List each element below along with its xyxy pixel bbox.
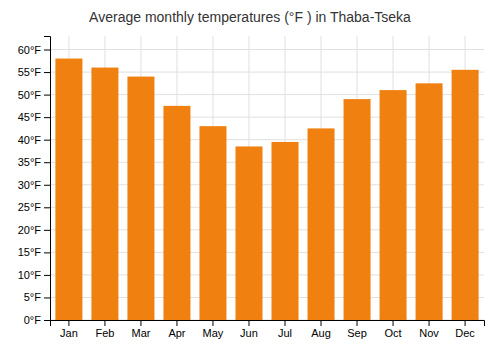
chart-container: Average monthly temperatures (°F ) in Th… (0, 0, 500, 350)
y-tick: 20°F (18, 224, 50, 236)
y-tick-mark (44, 50, 50, 51)
x-tick-label: Sep (347, 327, 367, 339)
bar (344, 99, 371, 320)
y-tick-label: 50°F (18, 89, 42, 101)
title: Average monthly temperatures (°F ) in Th… (89, 9, 411, 25)
y-tick: 60°F (18, 44, 50, 56)
x-tick-mark (104, 320, 105, 326)
plot: Jan Feb Mar Apr May Jun Jul Aug Sep Oct Nov Dec 0°F 5… (18, 36, 485, 339)
x-tick-mark (429, 320, 430, 326)
x-axis-line (51, 321, 485, 327)
x-tick: Mar (131, 320, 150, 339)
y-tick-mark (44, 162, 50, 163)
x-tick: Sep (347, 320, 367, 339)
y-tick: 40°F (18, 134, 50, 146)
x-tick: Apr (168, 320, 185, 339)
x-tick-mark (285, 320, 286, 326)
bar (163, 106, 190, 320)
y-tick-mark (44, 320, 50, 321)
bar (235, 146, 262, 320)
y-axis: 0°F 5°F 10°F 15°F 20°F 25°F 30°F 35°F 40°F 45°F 50… (18, 37, 51, 327)
x-tick-label: Dec (455, 327, 475, 339)
y-tick-label: 5°F (24, 291, 42, 303)
y-tick-label: 25°F (18, 201, 42, 213)
y-tick-mark (44, 275, 50, 276)
bars (55, 59, 478, 320)
y-tick-mark (44, 72, 50, 73)
y-tick: 55°F (18, 66, 50, 78)
y-tick: 30°F (18, 179, 50, 191)
x-tick-mark (176, 320, 177, 326)
x-tick: Nov (419, 320, 439, 339)
y-tick-mark (44, 95, 50, 96)
grid-line-y (50, 49, 484, 50)
y-tick-label: 0°F (24, 314, 42, 326)
x-tick-mark (393, 320, 394, 326)
x-tick-label: Feb (95, 327, 114, 339)
bar (416, 83, 443, 320)
bar (127, 77, 154, 320)
y-tick: 5°F (24, 291, 50, 303)
bar (380, 90, 407, 320)
x-tick-label: Jul (278, 327, 292, 339)
bar (91, 68, 118, 320)
y-tick-label: 60°F (18, 44, 42, 56)
x-tick-label: Mar (131, 327, 150, 339)
y-tick: 25°F (18, 201, 50, 213)
y-tick-mark (44, 185, 50, 186)
x-axis: Jan Feb Mar Apr May Jun Jul Aug Sep Oct Nov Dec (51, 320, 485, 339)
y-tick-mark (44, 252, 50, 253)
bar (272, 142, 299, 320)
y-tick: 45°F (18, 111, 50, 123)
x-tick-label: Aug (311, 327, 331, 339)
y-tick-mark (44, 297, 50, 298)
y-tick-label: 30°F (18, 179, 42, 191)
y-tick: 0°F (24, 314, 50, 326)
y-tick: 50°F (18, 89, 50, 101)
x-tick-mark (140, 320, 141, 326)
x-tick: Dec (455, 320, 475, 339)
x-tick-label: Nov (419, 327, 439, 339)
y-tick-label: 40°F (18, 134, 42, 146)
y-tick-mark (44, 230, 50, 231)
x-tick: Aug (311, 320, 331, 339)
bar (452, 70, 479, 320)
y-tick: 15°F (18, 246, 50, 258)
y-tick: 35°F (18, 156, 50, 168)
grid (50, 36, 484, 320)
x-tick-mark (357, 320, 358, 326)
y-tick-label: 10°F (18, 269, 42, 281)
x-tick-label: Oct (384, 327, 401, 339)
y-axis-line (44, 37, 51, 321)
y-tick-label: 55°F (18, 66, 42, 78)
x-tick: Jun (240, 320, 258, 339)
x-tick: Oct (384, 320, 401, 339)
y-tick-mark (44, 140, 50, 141)
y-tick-label: 20°F (18, 224, 42, 236)
x-tick-label: May (203, 327, 224, 339)
x-tick: May (203, 320, 224, 339)
y-tick-label: 45°F (18, 111, 42, 123)
y-tick: 10°F (18, 269, 50, 281)
bar (308, 128, 335, 320)
x-tick-mark (68, 320, 69, 326)
bar (199, 126, 226, 320)
chart: Average monthly temperatures (°F ) in Th… (0, 0, 500, 350)
x-tick-mark (212, 320, 213, 326)
x-tick: Jan (60, 320, 78, 339)
x-tick: Feb (95, 320, 114, 339)
y-tick-mark (44, 207, 50, 208)
bar (55, 59, 82, 320)
y-tick-mark (44, 117, 50, 118)
y-tick-label: 15°F (18, 246, 42, 258)
x-tick-mark (321, 320, 322, 326)
x-tick-mark (465, 320, 466, 326)
x-tick: Jul (278, 320, 292, 339)
x-tick-label: Apr (168, 327, 185, 339)
x-tick-mark (248, 320, 249, 326)
x-tick-label: Jun (240, 327, 258, 339)
y-tick-label: 35°F (18, 156, 42, 168)
x-tick-label: Jan (60, 327, 78, 339)
